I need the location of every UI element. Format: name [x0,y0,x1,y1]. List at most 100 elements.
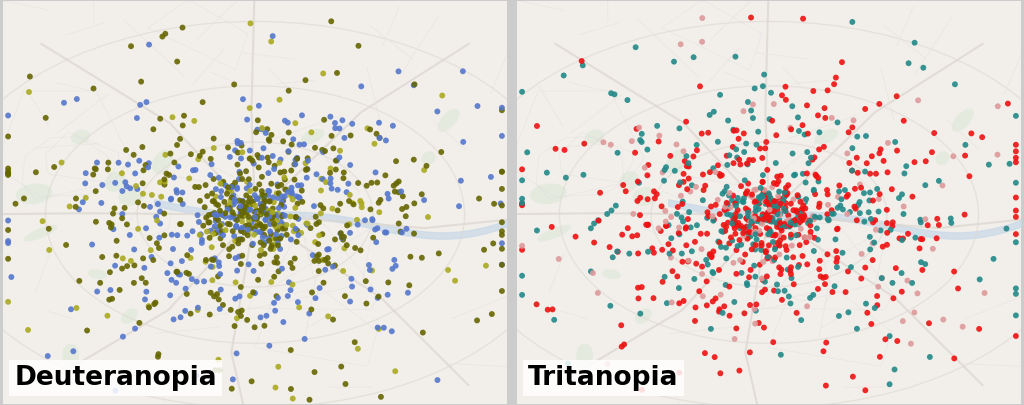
Point [204,161,220,167]
Point [378,137,394,144]
Point [761,230,777,236]
Point [712,370,728,377]
Point [782,220,799,226]
Point [840,192,856,198]
Point [738,223,755,230]
Point [858,160,874,166]
Point [906,40,923,46]
Point [758,248,774,254]
Point [260,208,276,214]
Point [693,130,710,137]
Point [931,178,947,184]
Point [274,212,291,218]
Point [135,190,152,197]
Point [746,306,763,312]
Point [292,141,308,148]
Point [89,288,105,295]
Point [388,180,404,187]
Point [252,200,268,207]
Point [227,216,244,222]
Point [120,161,136,168]
Point [208,193,224,200]
Point [0,168,16,175]
Point [763,207,779,214]
Point [761,202,777,208]
Point [731,367,748,374]
Point [205,231,221,237]
Point [946,355,963,362]
Point [829,255,846,261]
Point [629,232,645,239]
Point [811,129,827,136]
Point [252,252,268,259]
Point [228,224,245,230]
Point [306,258,323,264]
Point [170,163,186,170]
Point [0,227,16,233]
Point [998,225,1015,232]
Point [273,212,290,218]
Point [956,152,973,159]
Point [163,260,179,266]
Point [844,145,860,151]
Point [851,199,867,205]
Point [324,185,340,192]
Point [379,191,395,197]
Point [895,235,911,242]
Point [743,191,760,198]
Point [7,200,24,207]
Point [614,231,631,238]
Point [352,247,369,254]
Point [260,235,276,241]
Point [190,219,207,225]
Point [199,228,215,235]
Point [761,226,777,232]
Point [246,215,262,221]
Point [742,233,759,239]
Point [755,179,771,185]
Point [795,171,811,177]
Point [853,185,869,191]
Point [742,218,759,225]
Point [767,246,783,253]
Point [247,290,263,296]
Point [309,253,326,260]
Point [748,208,764,214]
Point [334,235,350,241]
Point [732,257,749,263]
Point [754,289,770,295]
Point [234,149,251,156]
Point [784,103,801,109]
Point [66,348,82,354]
Point [721,192,737,199]
Point [244,242,260,248]
Point [122,232,138,238]
Point [762,214,778,221]
Point [703,252,720,259]
Point [926,130,942,136]
Point [751,320,767,326]
Point [719,162,735,168]
Point [733,241,750,248]
Point [791,262,807,268]
Point [253,247,269,253]
Point [777,208,794,214]
Point [716,303,732,309]
Point [726,225,742,232]
Point [719,200,735,206]
Point [494,288,510,294]
Point [365,217,381,224]
Point [795,217,811,223]
Point [829,226,846,232]
Point [255,194,271,200]
Point [0,112,16,119]
Point [304,252,321,258]
Point [390,220,407,227]
Point [313,175,330,182]
Point [416,197,432,203]
Point [334,234,350,241]
Point [68,195,84,202]
Point [759,167,775,173]
Point [783,242,800,249]
Point [876,158,892,164]
